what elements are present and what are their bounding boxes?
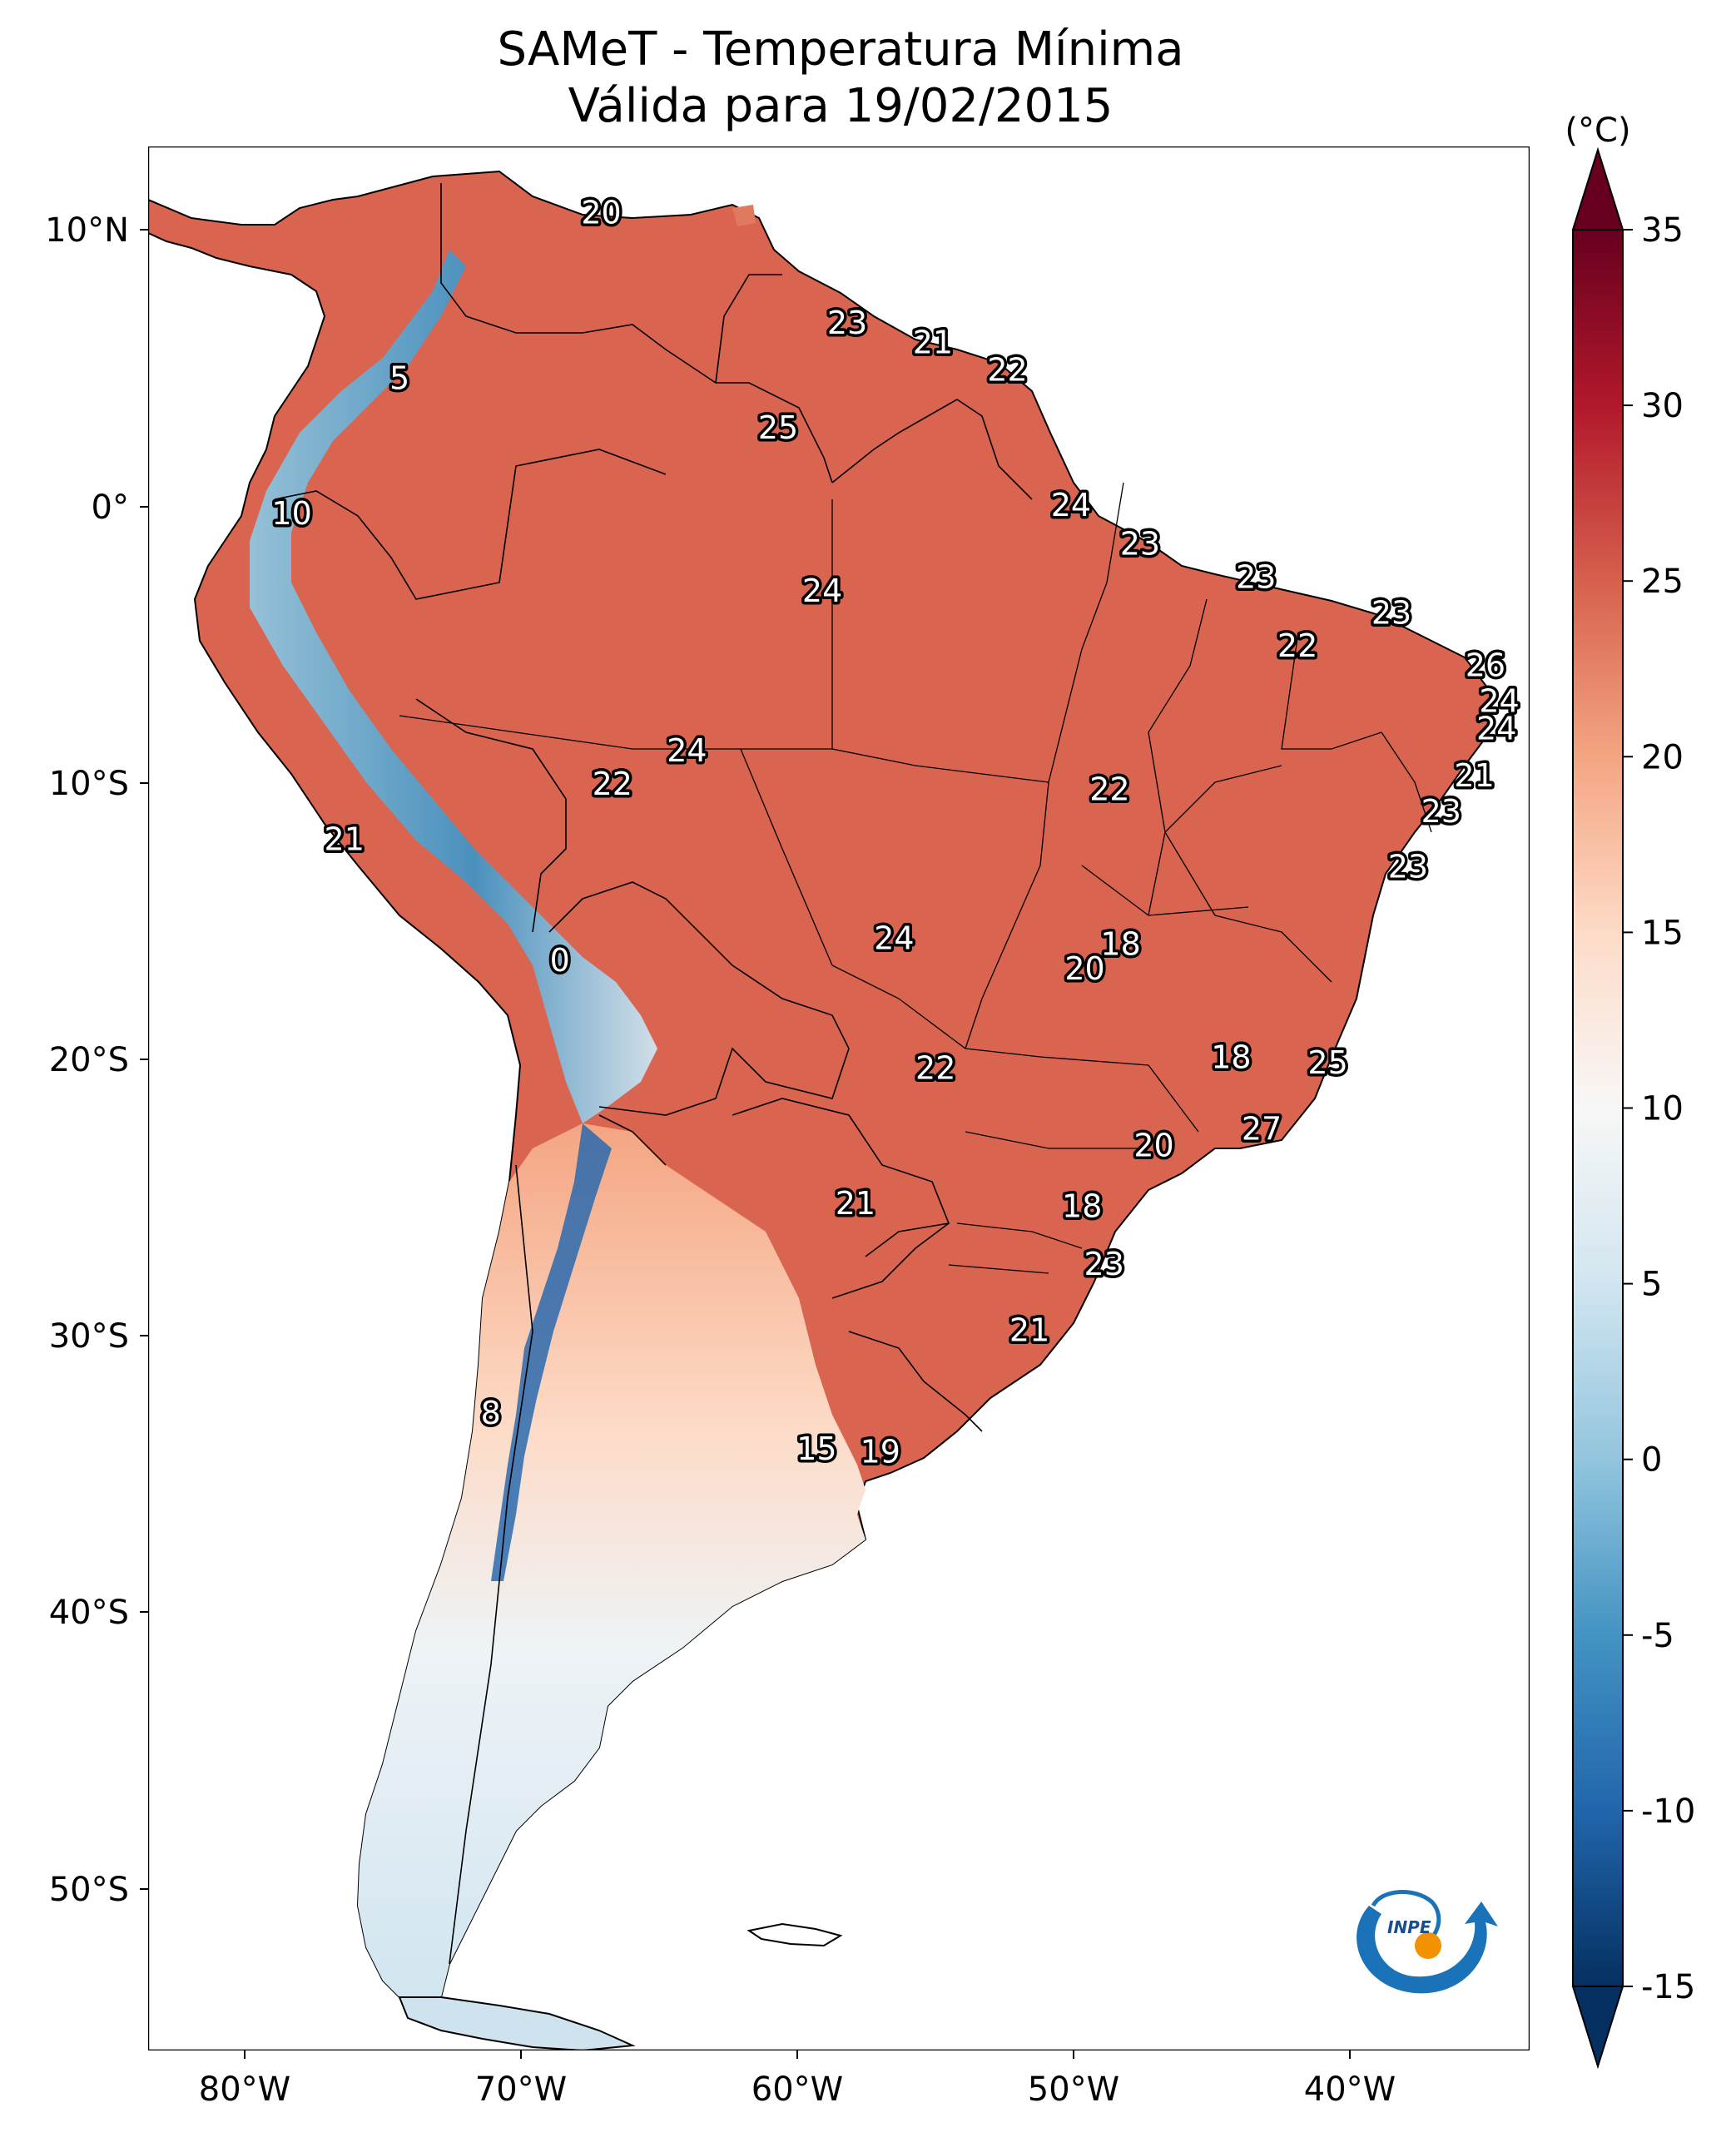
temperature-label: 24	[802, 573, 842, 609]
temperature-label: 22	[915, 1050, 955, 1087]
temperature-label: 20	[1133, 1127, 1173, 1163]
colorbar-tick-label: 0	[1641, 1441, 1662, 1480]
lat-tick-label: 20°S	[49, 1041, 129, 1079]
lat-tick-label: 50°S	[49, 1871, 129, 1909]
colorbar-tick-label: 20	[1641, 738, 1684, 776]
tierra-del-fuego	[398, 1996, 636, 2050]
temperature-label: 23	[1421, 793, 1461, 830]
andes-cold-region	[250, 250, 657, 1123]
temperature-label: 18	[1211, 1039, 1251, 1075]
temperature-label: 20	[1064, 950, 1104, 987]
lat-tick-label: 0°	[92, 488, 129, 527]
temperature-label: 22	[1089, 771, 1129, 808]
lat-tick-label: 40°S	[49, 1594, 129, 1632]
colorbar-min-extend	[1571, 1986, 1624, 2070]
temperature-label: 25	[1307, 1044, 1347, 1081]
trinidad-island	[732, 205, 756, 226]
lat-tick-label: 30°S	[49, 1317, 129, 1356]
colorbar-max-extend	[1571, 146, 1624, 231]
temperature-label: 24	[667, 732, 707, 769]
inpe-logo: INPE	[1357, 1890, 1498, 1994]
temperature-label: 21	[1454, 757, 1494, 794]
temperature-label: 27	[1242, 1111, 1282, 1148]
colorbar-tick-label: 10	[1641, 1090, 1684, 1128]
lon-tick-label: 40°W	[1304, 2070, 1396, 2109]
inpe-logo-swoosh-icon	[1357, 1902, 1498, 1994]
temperature-label: 21	[1009, 1312, 1049, 1349]
lon-tick-label: 50°W	[1028, 2070, 1119, 2109]
colorbar-tick-label: 35	[1641, 211, 1684, 250]
southern-cone-region	[358, 1123, 866, 1997]
temperature-label: 26	[1466, 647, 1505, 683]
temperature-label: 24	[874, 920, 914, 957]
map-panel	[148, 146, 1530, 2050]
map-title: SAMeT - Temperatura Mínima	[497, 22, 1184, 77]
inpe-logo-dot	[1415, 1932, 1441, 1959]
inpe-logo-text: INPE	[1387, 1917, 1431, 1937]
temperature-label: 24	[1051, 487, 1091, 523]
colorbar-tick-label: 30	[1641, 387, 1684, 425]
temperature-label: 23	[1236, 558, 1276, 595]
temperature-label: 8	[481, 1395, 501, 1431]
chile-andes-spine	[491, 1123, 612, 1581]
inpe-logo-arc	[1371, 1890, 1441, 1946]
temperature-label: 10	[271, 495, 311, 532]
latitude-axis: 10°N 0° 10°S 20°S 30°S 40°S 50°S	[45, 211, 148, 1909]
colorbar-tick-label: 15	[1641, 914, 1684, 952]
lon-tick-label: 60°W	[751, 2070, 843, 2109]
temperature-label: 23	[1084, 1246, 1124, 1282]
temperature-label: 5	[389, 360, 409, 397]
colorbar-tick-label: 25	[1641, 563, 1684, 601]
map-subtitle-date: Válida para 19/02/2015	[568, 79, 1114, 133]
colorbar-bar	[1572, 229, 1624, 1987]
colorbar-tick-label: -15	[1641, 1968, 1695, 2006]
colorbar-tick-label: 5	[1641, 1266, 1662, 1304]
temperature-label: 22	[987, 352, 1027, 389]
temperature-label: 0	[550, 942, 570, 979]
country-borders	[274, 183, 1033, 1965]
lat-tick-label: 10°N	[45, 211, 129, 250]
temperature-label: 23	[1371, 594, 1411, 631]
temperature-label: 25	[758, 409, 798, 446]
colorbar-ticks: 35 30 25 20 15 10 5 0 -5 -10 -15	[1623, 211, 1695, 2006]
colorbar-tick-label: -5	[1641, 1617, 1674, 1655]
temperature-label: 23	[827, 305, 867, 341]
colorbar: (°C) 35 30 25 20 15 10 5 0 -5 -10 -15	[1565, 112, 1695, 2070]
longitude-axis: 80°W 70°W 60°W 50°W 40°W	[199, 2050, 1396, 2109]
temperature-label: 24	[1476, 711, 1516, 747]
temperature-label: 22	[593, 766, 632, 802]
temperature-label: 22	[1277, 627, 1317, 664]
falkland-islands	[746, 1922, 843, 1947]
temperature-label: 23	[1120, 526, 1160, 563]
lat-tick-label: 10°S	[49, 765, 129, 803]
state-borders	[399, 482, 1432, 1274]
temperature-label: 20	[581, 195, 621, 231]
temperature-label: 19	[861, 1433, 900, 1470]
temperature-label: 21	[836, 1185, 875, 1222]
temperature-label: 21	[325, 821, 365, 857]
temperature-label: 21	[913, 324, 953, 360]
temperature-label: 15	[796, 1431, 836, 1467]
lon-tick-label: 80°W	[199, 2070, 290, 2109]
temperature-label: 24	[1479, 683, 1519, 720]
colorbar-unit: (°C)	[1565, 112, 1630, 150]
temperature-label: 18	[1100, 925, 1140, 962]
temperature-label: 23	[1388, 849, 1428, 885]
temperature-label: 18	[1062, 1188, 1102, 1224]
lon-tick-label: 70°W	[475, 2070, 567, 2109]
colorbar-tick-label: -10	[1641, 1793, 1695, 1831]
